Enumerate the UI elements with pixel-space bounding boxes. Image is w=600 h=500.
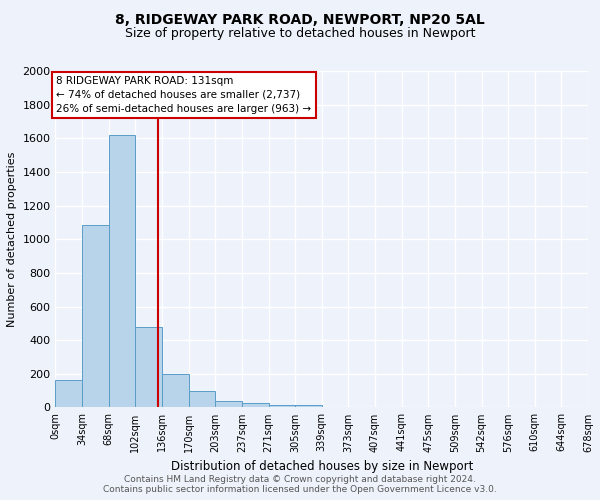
Text: Contains HM Land Registry data © Crown copyright and database right 2024.
Contai: Contains HM Land Registry data © Crown c… bbox=[103, 474, 497, 494]
Bar bbox=[295, 405, 322, 407]
Text: 8 RIDGEWAY PARK ROAD: 131sqm
← 74% of detached houses are smaller (2,737)
26% of: 8 RIDGEWAY PARK ROAD: 131sqm ← 74% of de… bbox=[56, 76, 311, 114]
Text: 8, RIDGEWAY PARK ROAD, NEWPORT, NP20 5AL: 8, RIDGEWAY PARK ROAD, NEWPORT, NP20 5AL bbox=[115, 12, 485, 26]
Bar bbox=[109, 135, 136, 407]
Bar bbox=[55, 380, 82, 407]
Y-axis label: Number of detached properties: Number of detached properties bbox=[7, 152, 17, 327]
Bar bbox=[269, 405, 295, 407]
Bar bbox=[82, 225, 109, 408]
Bar bbox=[188, 390, 215, 407]
X-axis label: Distribution of detached houses by size in Newport: Distribution of detached houses by size … bbox=[170, 460, 473, 473]
Text: Size of property relative to detached houses in Newport: Size of property relative to detached ho… bbox=[125, 28, 475, 40]
Bar bbox=[215, 401, 242, 407]
Bar bbox=[162, 374, 188, 408]
Bar bbox=[136, 326, 162, 407]
Bar bbox=[242, 404, 269, 407]
